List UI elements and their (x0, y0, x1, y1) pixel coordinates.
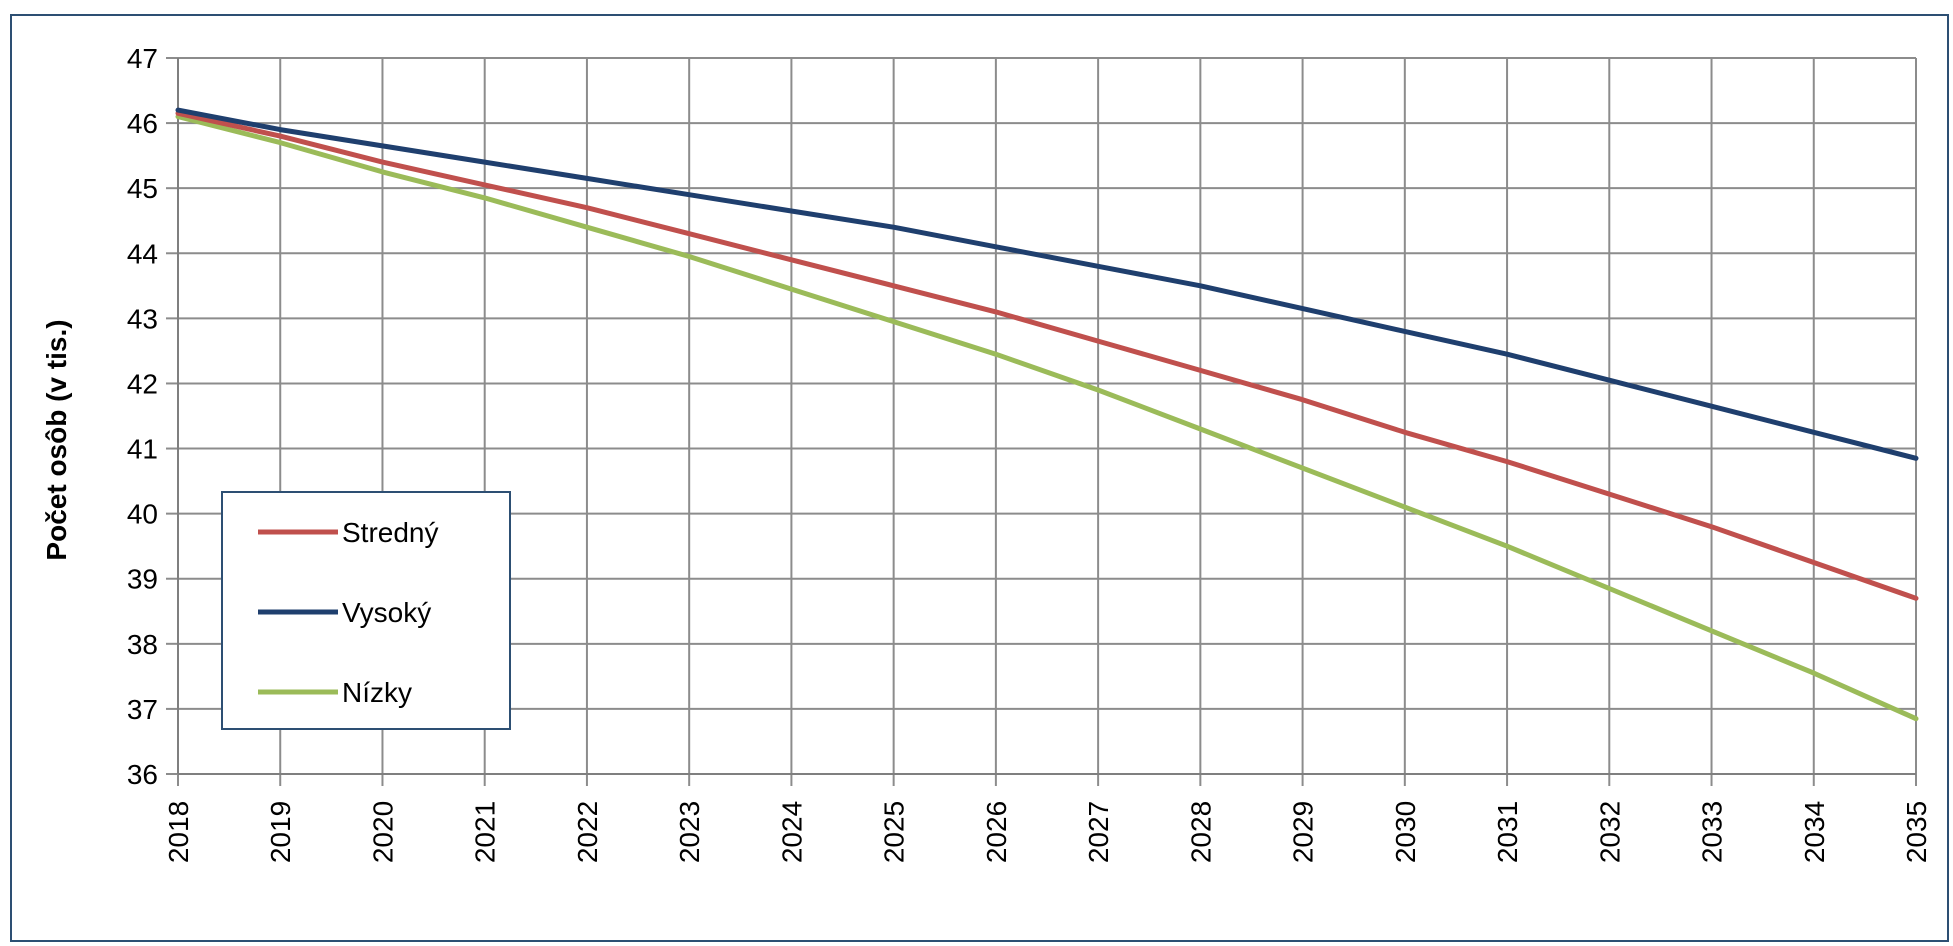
legend-label: Nízky (342, 677, 412, 708)
x-tick-label: 2021 (470, 801, 501, 863)
legend-label: Vysoký (342, 597, 431, 628)
x-tick-label: 2030 (1390, 801, 1421, 863)
series-lines (175, 107, 1919, 722)
x-tick-label: 2032 (1594, 801, 1625, 863)
x-tick-label: 2020 (367, 801, 398, 863)
series-line-3 (175, 114, 1919, 722)
x-tick-label: 2026 (981, 801, 1012, 863)
legend-label: Stredný (342, 517, 439, 548)
y-tick-label: 42 (127, 368, 158, 399)
x-tick-label: 2034 (1799, 801, 1830, 863)
legend: Stredný Vysoký Nízky (221, 491, 511, 730)
y-tick-label: 36 (127, 759, 158, 790)
y-tick-label: 46 (127, 108, 158, 139)
y-tick-labels: 36 37 38 39 40 41 42 43 44 45 46 47 (127, 43, 158, 790)
x-tick-label: 2027 (1083, 801, 1114, 863)
y-tick-label: 40 (127, 499, 158, 530)
x-tick-labels: 2018 2019 2020 2021 2022 2023 2024 2025 2026 2027… (163, 801, 1932, 863)
y-tick-label: 44 (127, 238, 158, 269)
y-tick-label: 45 (127, 173, 158, 204)
x-tick-label: 2033 (1697, 801, 1728, 863)
x-tick-label: 2024 (776, 801, 807, 863)
x-tick-label: 2029 (1288, 801, 1319, 863)
y-tick-label: 47 (127, 43, 158, 74)
x-tick-label: 2023 (674, 801, 705, 863)
chart-frame (10, 14, 1949, 942)
y-tick-label: 38 (127, 629, 158, 660)
x-tick-label: 2022 (572, 801, 603, 863)
x-tick-label: 2035 (1901, 801, 1932, 863)
axes (166, 57, 1917, 786)
y-tick-label: 39 (127, 564, 158, 595)
x-tick-label: 2019 (265, 801, 296, 863)
y-tick-label: 37 (127, 694, 158, 725)
series-line-2 (175, 107, 1919, 461)
y-axis-label: Počet osôb (v tis.) (41, 319, 72, 560)
x-tick-label: 2031 (1492, 801, 1523, 863)
y-tick-label: 41 (127, 434, 158, 465)
x-tick-label: 2025 (879, 801, 910, 863)
y-tick-label: 43 (127, 303, 158, 334)
x-tick-label: 2028 (1185, 801, 1216, 863)
series-line-1 (175, 110, 1919, 601)
x-tick-label: 2018 (163, 801, 194, 863)
